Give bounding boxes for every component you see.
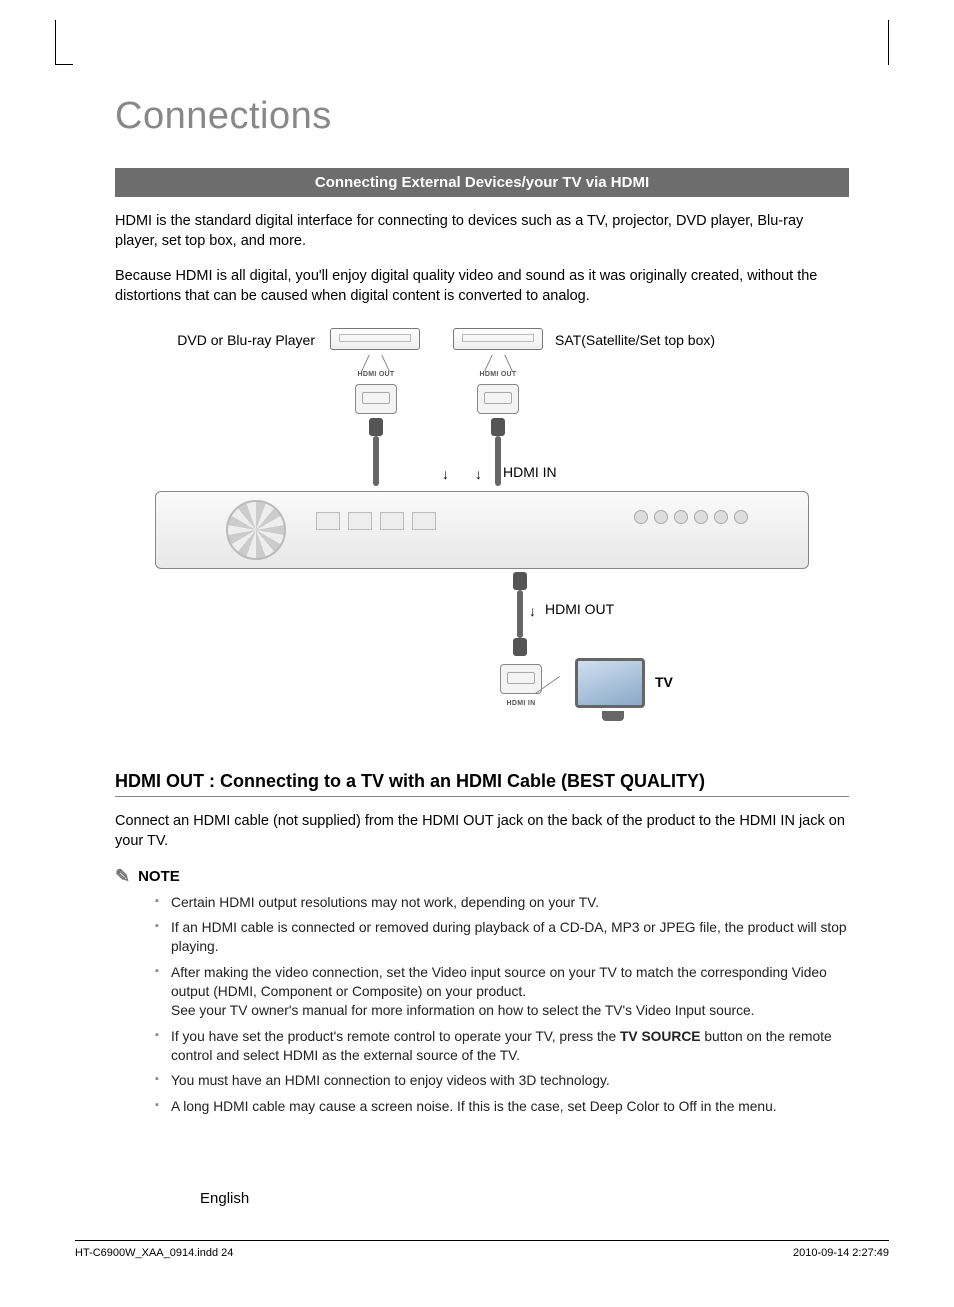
arrow-down-icon [442, 466, 449, 482]
hdmi-in-label: HDMI IN [503, 464, 557, 480]
list-item: If an HDMI cable is connected or removed… [155, 918, 849, 957]
footer-filename: HT-C6900W_XAA_0914.indd 24 [75, 1247, 233, 1259]
connect-instruction: Connect an HDMI cable (not supplied) fro… [115, 811, 849, 852]
footer-timestamp: 2010-09-14 2:27:49 [793, 1247, 889, 1259]
hdmi-plug-icon [513, 572, 527, 590]
intro-paragraph-2: Because HDMI is all digital, you'll enjo… [115, 266, 849, 307]
note-label: NOTE [138, 868, 180, 885]
footer-language: English [200, 1190, 249, 1207]
arrow-down-icon [529, 603, 536, 619]
hdmi-cable-icon [373, 436, 379, 486]
hdmi-cable-icon [495, 436, 501, 486]
note-heading: ✎ NOTE [115, 866, 849, 887]
list-item: Certain HDMI output resolutions may not … [155, 893, 849, 912]
section-heading-bar: Connecting External Devices/your TV via … [115, 168, 849, 197]
hdmi-plug-icon [491, 418, 505, 436]
hdmi-out-port-icon: HDMI OUT [355, 384, 397, 414]
main-unit-icon [155, 491, 809, 569]
tv-icon [575, 658, 645, 708]
page-title: Connections [115, 95, 914, 138]
hdmi-plug-icon [369, 418, 383, 436]
hdmi-cable-icon [517, 590, 523, 638]
crop-mark [55, 20, 73, 65]
footer-rule [75, 1240, 889, 1241]
dvd-player-icon [330, 328, 420, 350]
hdmi-out-port-icon: HDMI OUT [477, 384, 519, 414]
intro-paragraph-1: HDMI is the standard digital interface f… [115, 211, 849, 252]
port-label: HDMI IN [501, 700, 541, 707]
subheading-part: (BEST QUALITY) [561, 771, 705, 791]
tv-label: TV [655, 674, 673, 690]
list-item: If you have set the product's remote con… [155, 1027, 849, 1066]
list-item: You must have an HDMI connection to enjo… [155, 1071, 849, 1090]
dvd-player-label: DVD or Blu-ray Player [155, 332, 315, 348]
subheading: HDMI OUT : Connecting to a TV with an HD… [115, 771, 849, 797]
note-list: Certain HDMI output resolutions may not … [155, 893, 849, 1116]
crop-mark [885, 20, 889, 65]
sat-box-icon [453, 328, 543, 350]
subheading-part: HDMI OUT : [115, 771, 220, 791]
port-label: HDMI OUT [356, 371, 396, 378]
arrow-down-icon [475, 466, 482, 482]
list-item: After making the video connection, set t… [155, 963, 849, 1021]
port-label: HDMI OUT [478, 371, 518, 378]
connection-diagram: DVD or Blu-ray Player SAT(Satellite/Set … [115, 326, 849, 746]
hdmi-plug-icon [513, 638, 527, 656]
list-item: A long HDMI cable may cause a screen noi… [155, 1097, 849, 1116]
note-icon: ✎ [115, 866, 130, 887]
sat-box-label: SAT(Satellite/Set top box) [555, 332, 775, 348]
subheading-part: Connecting to a TV with an HDMI Cable [220, 771, 561, 791]
hdmi-in-port-icon: HDMI IN [500, 664, 542, 694]
hdmi-out-label: HDMI OUT [545, 601, 614, 617]
